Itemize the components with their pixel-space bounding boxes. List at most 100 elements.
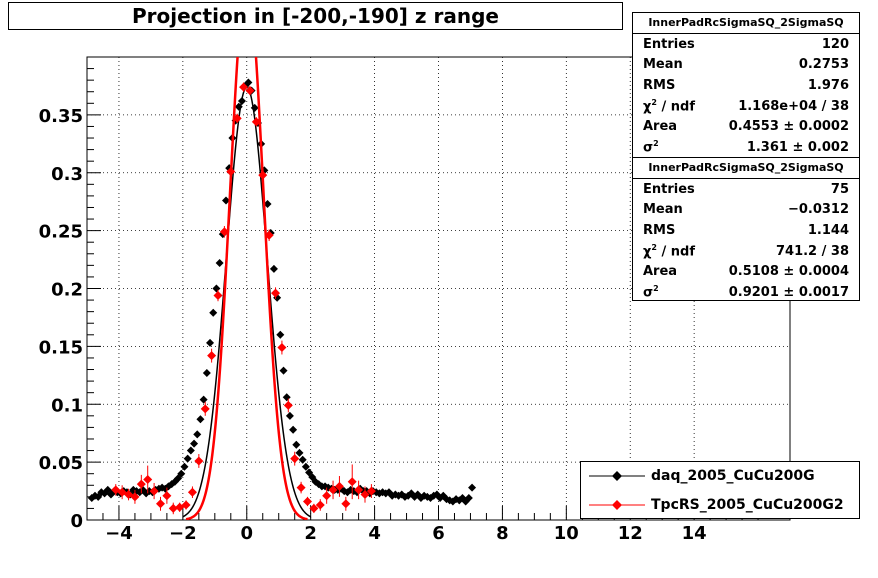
data-point [187,487,197,497]
data-point [213,290,223,300]
data-point [196,415,205,424]
data-point [277,343,287,353]
data-point [328,485,338,495]
stats-row: RMS 1.144 [643,222,849,238]
stats-box-title: InnerPadRcSigmaSQ_2SigmaSQ [633,158,859,179]
legend: daq_2005_CuCu200G TpcRS_2005_CuCu200G2 [580,461,860,519]
data-point [194,456,204,466]
y-tick-label: 0.25 [39,222,83,243]
stats-row: Mean 0.2753 [643,57,849,73]
data-point [183,454,192,463]
data-point [206,338,215,347]
data-point [209,308,218,317]
data-point [162,491,172,501]
data-point [269,264,278,273]
data-point [149,486,159,496]
legend-entry-tpcrs: TpcRS_2005_CuCu200G2 [581,491,859,519]
data-point [222,196,231,205]
x-tick-label: 12 [618,523,643,544]
stats-box-daq: InnerPadRcSigmaSQ_2SigmaSQ Entries 120 Me… [632,12,860,158]
data-point [341,499,351,509]
data-point [130,492,140,502]
data-point [315,500,325,510]
legend-marker-diamond-icon [589,471,645,481]
data-point [215,259,224,268]
stats-row: Entries 120 [643,36,849,52]
data-point [239,82,249,92]
data-point [181,500,191,510]
data-point [186,446,195,455]
data-point [200,404,210,414]
legend-marker-diamond-icon [589,500,645,510]
data-point [143,474,153,484]
data-point [199,395,208,404]
x-tick-label: 14 [682,523,707,544]
data-point [193,430,202,439]
data-point [360,490,370,500]
stats-row: σ2 0.9201 ± 0.0017 [643,284,849,301]
y-tick-label: 0.15 [39,337,83,358]
data-point [283,400,293,410]
x-tick-label: −4 [105,523,133,544]
data-point [177,469,186,478]
stats-row: Area 0.5108 ± 0.0004 [643,264,849,280]
stats-box-tpcrs: InnerPadRcSigmaSQ_2SigmaSQ Entries 75 Mea… [632,157,860,301]
data-point [245,86,255,96]
data-point [271,288,281,298]
stats-row: Area 0.4553 ± 0.0002 [643,119,849,135]
stats-box-title: InnerPadRcSigmaSQ_2SigmaSQ [633,13,859,34]
data-point [292,440,301,449]
data-point [301,462,310,471]
x-tick-label: 4 [368,523,381,544]
stats-row: Entries 75 [643,181,849,197]
series-tpcrs [111,57,376,520]
data-point [155,499,165,509]
data-point [207,351,217,361]
data-point [298,455,307,464]
data-point [276,330,285,339]
data-point [347,477,357,487]
data-point [334,481,344,491]
stats-row: RMS 1.976 [643,77,849,93]
chart-title-box: Projection in [-200,-190] z range [8,2,623,30]
x-tick-label: 8 [496,523,509,544]
stats-row: χ2 / ndf 1.168e+04 / 38 [643,97,849,115]
y-tick-label: 0.05 [39,453,83,474]
data-point [464,494,473,503]
data-point [190,439,199,448]
stats-row: σ2 1.361 ± 0.002 [643,139,849,156]
legend-label: TpcRS_2005_CuCu200G2 [651,497,844,513]
y-tick-label: 0.2 [51,280,83,301]
x-tick-label: 2 [304,523,317,544]
data-point [180,462,189,471]
data-point [309,503,319,513]
data-point [263,200,272,209]
data-point [290,454,300,464]
data-point [168,503,178,513]
x-tick-label: 6 [432,523,445,544]
data-point [295,448,304,457]
data-point [302,496,312,506]
data-point [354,485,364,495]
x-tick-label: −2 [169,523,197,544]
data-point [244,78,253,87]
data-point [289,425,298,434]
legend-label: daq_2005_CuCu200G [651,468,815,484]
x-tick-label: 10 [554,523,579,544]
chart-title: Projection in [-200,-190] z range [132,4,499,28]
y-tick-label: 0 [70,511,83,532]
data-point [279,366,288,375]
data-point [322,491,332,501]
data-point [468,483,477,492]
legend-entry-daq: daq_2005_CuCu200G [581,462,859,490]
data-point [202,368,211,377]
y-tick-label: 0.1 [51,395,83,416]
fit-curve [185,57,308,520]
y-tick-label: 0.35 [39,106,83,127]
stats-row: χ2 / ndf 741.2 / 38 [643,242,849,260]
y-tick-label: 0.3 [51,164,83,185]
data-point [366,486,376,496]
x-tick-label: 0 [241,523,254,544]
data-point [296,483,306,493]
data-point [285,411,294,420]
